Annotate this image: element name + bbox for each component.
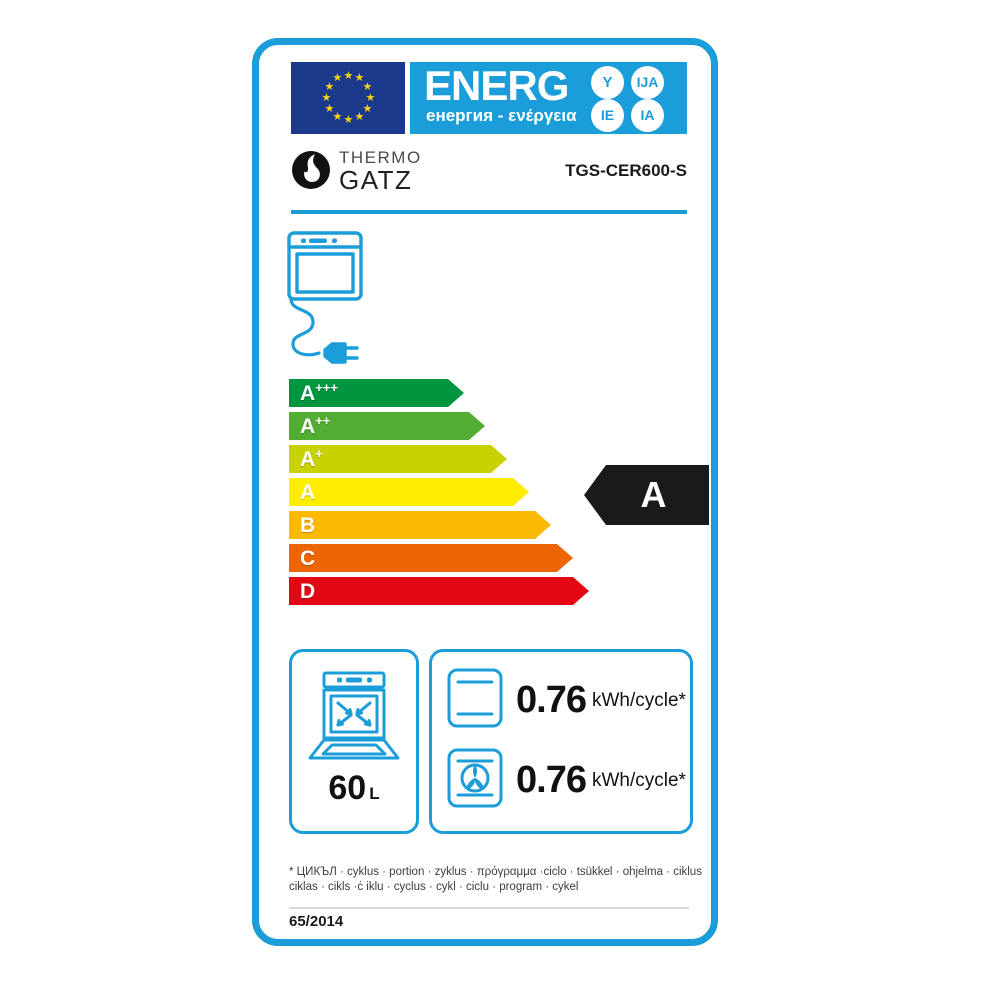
volume-panel: 60 L [289, 649, 419, 834]
scale-row: A+++ [289, 379, 589, 407]
scale-row: A [289, 478, 589, 506]
volume-number: 60 [328, 769, 367, 807]
lang-circle-ija: IJA [631, 66, 664, 99]
eu-flag: ★ ★ ★ ★ ★ ★ ★ ★ ★ ★ ★ ★ [291, 62, 405, 134]
eu-star-icon: ★ [321, 91, 332, 104]
fan-forced-energy-unit: kWh/cycle* [591, 769, 686, 791]
label-header: ★ ★ ★ ★ ★ ★ ★ ★ ★ ★ ★ ★ ENERG енергия - ενέργεια Y … [291, 62, 687, 134]
eu-star-icon: ★ [343, 113, 354, 126]
scale-arrow: D [289, 577, 589, 605]
lower-panels: 60 L 0.76 kWh/cycle* [289, 649, 693, 834]
scale-class-plus: ++ [315, 412, 331, 428]
scale-class-label: C [300, 546, 316, 570]
energy-consumption-panel: 0.76 kWh/cycle* 0.76 kWh/cycle [429, 649, 693, 834]
scale-class-label: A+++ [300, 379, 338, 405]
eu-star-icon: ★ [332, 72, 343, 85]
eu-star-icon: ★ [362, 80, 373, 93]
brand-line-1: THERMO [339, 148, 422, 167]
footnote-line-2: ciklas · cikls ·ċ iklu · cyclus · cykl ·… [289, 881, 579, 893]
conventional-energy-unit: kWh/cycle* [591, 689, 686, 711]
scale-class-label: D [300, 579, 316, 603]
model-code: TGS-CER600-S [565, 161, 687, 180]
scale-row: A++ [289, 412, 589, 440]
conventional-heating-icon [446, 667, 510, 734]
eu-star-icon: ★ [362, 102, 373, 115]
brand-name: THERMO GATZ [339, 149, 422, 193]
eu-star-icon: ★ [354, 72, 365, 85]
eu-star-icon: ★ [332, 110, 343, 123]
rating-arrow: A [584, 465, 709, 525]
eu-star-icon: ★ [365, 91, 376, 104]
scale-class-label: A+ [300, 445, 323, 471]
conventional-mode-row: 0.76 kWh/cycle* [446, 664, 690, 736]
lang-circle-ie: IE [591, 99, 624, 132]
scale-row: C [289, 544, 589, 572]
footer-divider [289, 907, 689, 909]
scale-arrow: C [289, 544, 573, 572]
scale-arrow: B [289, 511, 551, 539]
energy-class-scale: A+++ A++ A+ A B C D [289, 379, 589, 611]
lang-circle-y: Y [591, 66, 624, 99]
scale-class-label: A++ [300, 412, 331, 438]
fan-forced-energy-value: 0.76 [516, 759, 587, 801]
rating-class-letter: A [640, 474, 667, 515]
scale-class-plus: + [315, 445, 323, 461]
header-divider [291, 210, 687, 214]
scale-arrow: A [289, 478, 529, 506]
eu-star-icon: ★ [343, 69, 354, 82]
scale-row: A+ [289, 445, 589, 473]
volume-value: 60 L [292, 771, 416, 805]
conventional-energy-value: 0.76 [516, 679, 587, 721]
volume-unit: L [369, 784, 380, 803]
eu-star-icon: ★ [324, 80, 335, 93]
electric-oven-with-plug-icon [285, 230, 395, 375]
scale-class-label: A [300, 480, 316, 504]
lang-circle-ia: IA [631, 99, 664, 132]
scale-arrow: A+++ [289, 379, 464, 407]
regulation-number: 65/2014 [289, 913, 344, 930]
energ-wordmark: ENERG [424, 62, 569, 109]
oven-cavity-icon [306, 670, 402, 767]
flame-logo-icon [291, 149, 331, 196]
fan-forced-heating-icon [446, 747, 510, 814]
energy-label: ★ ★ ★ ★ ★ ★ ★ ★ ★ ★ ★ ★ ENERG енергия - ενέργεια Y … [252, 38, 718, 946]
scale-row: B [289, 511, 589, 539]
brand-row: THERMO GATZ TGS-CER600-S [291, 145, 687, 201]
scale-arrow: A++ [289, 412, 485, 440]
scale-arrow: A+ [289, 445, 507, 473]
scale-class-label: B [300, 513, 316, 537]
language-circles: Y IJA IE IA [587, 66, 681, 132]
eu-star-icon: ★ [354, 110, 365, 123]
footnote-line-1: * ЦИКЪЛ · cyklus · portion · zyklus · πρ… [289, 866, 702, 878]
scale-class-plus: +++ [315, 379, 338, 395]
fan-forced-mode-row: 0.76 kWh/cycle* [446, 744, 690, 816]
eu-star-icon: ★ [324, 102, 335, 115]
scale-row: D [289, 577, 589, 605]
footnote: * ЦИКЪЛ · cyklus · portion · zyklus · πρ… [289, 865, 702, 895]
energ-band: ENERG енергия - ενέργεια Y IJA IE IA [410, 62, 687, 134]
brand-line-2: GATZ [339, 165, 413, 195]
energ-subtitle: енергия - ενέργεια [426, 106, 577, 125]
